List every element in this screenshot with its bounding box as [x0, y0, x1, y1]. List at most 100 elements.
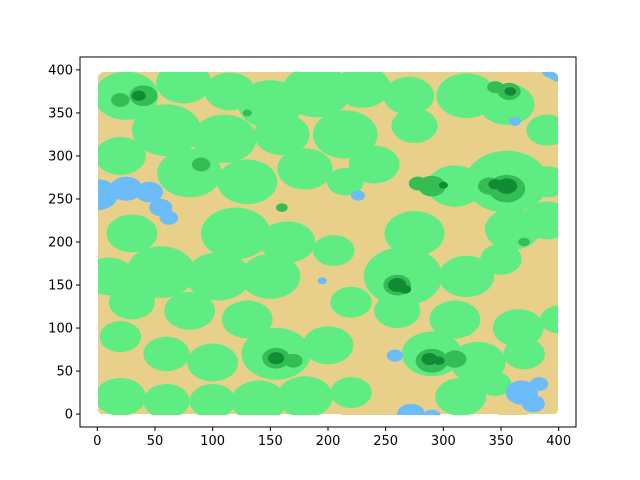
grass-patch [526, 114, 558, 146]
dense-forest-patch [131, 90, 146, 101]
grass-patch [157, 149, 222, 198]
x-tick-label: 150 [258, 434, 283, 449]
y-tick-label: 150 [48, 279, 73, 294]
grass-patch [259, 221, 316, 263]
grass-patch [98, 377, 146, 415]
terrain-layer-water [98, 72, 558, 415]
grass-patch [479, 371, 512, 397]
grass-patch [348, 145, 400, 184]
sand-patch [441, 205, 492, 244]
dense-forest-patch [432, 356, 445, 366]
grass-patch [254, 113, 310, 156]
grass-patch [281, 72, 352, 118]
grass-patch [330, 377, 372, 409]
y-tick-label: 250 [48, 192, 73, 207]
x-tick-label: 0 [93, 434, 101, 449]
forest-patch [276, 203, 288, 212]
forest-patch [518, 237, 530, 247]
grass-patch [384, 211, 445, 256]
water-patch [541, 72, 558, 79]
grass-patch [221, 300, 273, 339]
axes: 0 50 100 150 200 250 300 350 400 0 50 100 150 200 250 3… [48, 56, 577, 449]
y-tick-label: 50 [56, 365, 73, 380]
grass-patch [438, 255, 495, 298]
grass-patch [126, 246, 196, 298]
y-tick-label: 300 [48, 149, 73, 164]
water-patch [159, 211, 179, 225]
grass-patch [374, 293, 421, 329]
water-patch [135, 181, 164, 203]
x-tick-label: 200 [316, 434, 341, 449]
grass-patch [503, 338, 545, 370]
terrain-layer-dense-forest [131, 87, 518, 366]
grass-patch [156, 72, 212, 104]
grass-patch [435, 377, 487, 415]
grass-patch [217, 159, 278, 205]
grass-patch [108, 285, 155, 320]
water-patch [351, 190, 365, 201]
grass-patch [98, 257, 135, 296]
x-tick-label: 300 [431, 434, 456, 449]
grass-patch [326, 168, 364, 196]
grass-patch [201, 207, 271, 260]
forest-patch [487, 81, 504, 94]
grass-patch [480, 243, 522, 275]
grass-patch [191, 114, 257, 163]
grass-patch [131, 104, 202, 156]
grass-patch [383, 76, 435, 115]
y-tick-label: 200 [48, 236, 73, 251]
grass-patch [164, 291, 215, 330]
y-tick-label: 400 [48, 63, 73, 78]
grass-patch [492, 309, 544, 347]
grass-patch [427, 165, 483, 207]
grass-patch [334, 72, 391, 108]
y-tick-label: 0 [65, 408, 73, 423]
water-patch [397, 403, 425, 415]
y-tick-label: 100 [48, 322, 73, 337]
dense-forest-patch [268, 352, 285, 365]
terrain-map [98, 72, 558, 415]
grass-patch [231, 380, 287, 415]
water-patch [386, 349, 403, 362]
grass-patch [143, 336, 190, 372]
x-tick-label: 100 [200, 434, 225, 449]
forest-patch [408, 176, 428, 191]
grass-patch [313, 235, 355, 267]
forest-patch [284, 353, 303, 368]
grass-patch [302, 326, 354, 365]
dense-forest-patch [496, 178, 518, 194]
water-patch [98, 179, 119, 211]
dense-forest-patch [488, 179, 503, 190]
forest-patch [242, 109, 252, 117]
water-patch [521, 395, 545, 413]
x-tick-label: 400 [546, 434, 571, 449]
x-tick-label: 350 [489, 434, 514, 449]
grass-patch [187, 343, 239, 382]
grass-patch [240, 254, 301, 299]
water-patch [549, 72, 558, 82]
water-patch [509, 117, 521, 126]
water-patch [317, 277, 327, 285]
grass-patch [479, 83, 535, 125]
water-patch [529, 377, 549, 391]
grass-patch [143, 383, 190, 415]
grass-patch [106, 214, 158, 253]
grass-patch [540, 305, 558, 334]
sand-patch [524, 259, 558, 311]
grass-patch [99, 321, 142, 353]
grass-patch [391, 108, 438, 144]
x-tick-label: 50 [147, 434, 164, 449]
dense-forest-patch [399, 285, 412, 294]
forest-patch [191, 157, 211, 172]
dense-forest-patch [438, 181, 448, 189]
grass-patch [189, 383, 236, 415]
dense-forest-patch [504, 87, 517, 96]
forest-patch [111, 93, 130, 107]
grass-patch [186, 252, 251, 301]
forest-patch [443, 350, 467, 368]
grass-patch [526, 166, 558, 198]
y-tick-label: 350 [48, 106, 73, 121]
water-patch [422, 409, 442, 415]
x-tick-label: 250 [373, 434, 398, 449]
